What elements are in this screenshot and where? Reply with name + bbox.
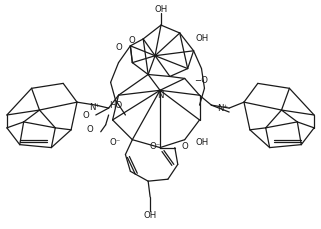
Text: OH: OH xyxy=(143,211,157,220)
Text: O: O xyxy=(182,142,188,151)
Text: O: O xyxy=(86,125,93,134)
Text: N: N xyxy=(157,91,163,100)
Text: O: O xyxy=(128,36,135,45)
Text: OH: OH xyxy=(154,5,168,14)
Text: O: O xyxy=(82,112,89,120)
Text: N⁺: N⁺ xyxy=(90,103,101,112)
Text: N⁺: N⁺ xyxy=(217,104,229,113)
Text: OH: OH xyxy=(195,34,209,44)
Text: OH: OH xyxy=(195,138,209,147)
Text: −O: −O xyxy=(195,76,209,85)
Text: O: O xyxy=(116,43,123,52)
Text: HO: HO xyxy=(109,101,123,110)
Text: O⁻: O⁻ xyxy=(109,138,120,147)
Text: O⁻: O⁻ xyxy=(150,142,161,151)
